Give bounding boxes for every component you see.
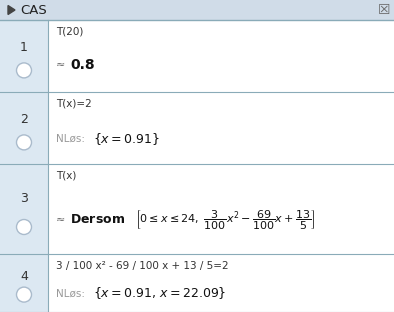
Text: CAS: CAS: [20, 3, 47, 17]
Text: ≈: ≈: [56, 60, 65, 70]
Bar: [48, 92, 394, 164]
Polygon shape: [8, 6, 15, 14]
Bar: [0, 254, 48, 312]
Text: T(x)=2: T(x)=2: [56, 99, 92, 109]
Text: $\mathbf{Dersom}$: $\mathbf{Dersom}$: [70, 213, 125, 226]
Text: 2: 2: [20, 113, 28, 126]
Text: $\{x = 0.91\}$: $\{x = 0.91\}$: [93, 131, 160, 147]
Text: ☒: ☒: [378, 3, 390, 17]
Text: 1: 1: [20, 41, 28, 54]
Text: $\left[0 \leq x \leq 24,\;\dfrac{3}{100}x^{2}-\dfrac{69}{100}x+\dfrac{13}{5}\rig: $\left[0 \leq x \leq 24,\;\dfrac{3}{100}…: [135, 208, 315, 232]
Text: 3: 3: [20, 192, 28, 205]
Circle shape: [17, 135, 32, 150]
Bar: [48, 20, 394, 92]
Bar: [0, 0, 394, 20]
Circle shape: [17, 63, 32, 78]
Circle shape: [17, 220, 32, 235]
Circle shape: [17, 287, 32, 302]
Bar: [48, 254, 394, 312]
Bar: [0, 20, 48, 92]
Bar: [48, 164, 394, 254]
Text: T(20): T(20): [56, 27, 84, 37]
Text: T(x): T(x): [56, 171, 76, 181]
Text: NLøs:: NLøs:: [56, 288, 85, 299]
Text: 0.8: 0.8: [70, 58, 95, 72]
Text: 3 / 100 x² - 69 / 100 x + 13 / 5=2: 3 / 100 x² - 69 / 100 x + 13 / 5=2: [56, 261, 229, 271]
Text: 4: 4: [20, 270, 28, 283]
Text: NLøs:: NLøs:: [56, 134, 85, 144]
Text: $\{x = 0.91,\,x = 22.09\}$: $\{x = 0.91,\,x = 22.09\}$: [93, 285, 226, 301]
Bar: [0, 92, 48, 164]
Text: ≈: ≈: [56, 215, 65, 225]
Bar: [0, 164, 48, 254]
